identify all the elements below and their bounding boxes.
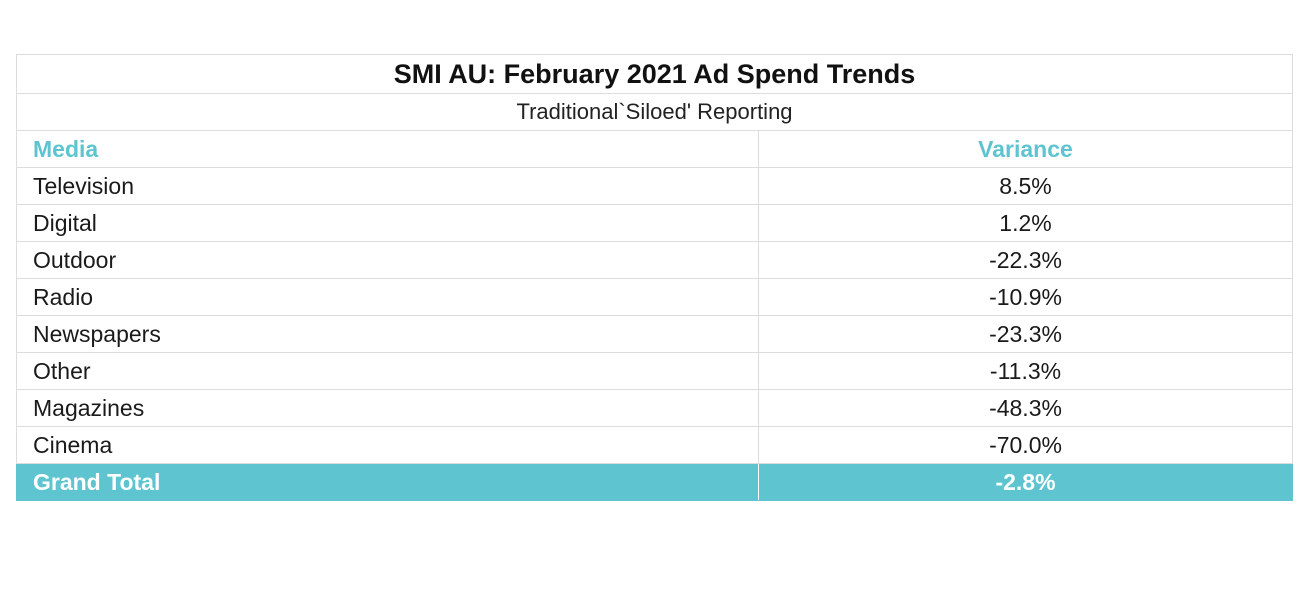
grand-total-label: Grand Total xyxy=(16,463,759,501)
table-row: Other -11.3% xyxy=(16,352,1293,390)
header-variance: Variance xyxy=(758,130,1293,168)
variance-cell: 8.5% xyxy=(758,167,1293,205)
table-title: SMI AU: February 2021 Ad Spend Trends xyxy=(16,54,1293,94)
media-cell: Outdoor xyxy=(16,241,759,279)
ad-spend-table: SMI AU: February 2021 Ad Spend Trends Tr… xyxy=(16,54,1293,501)
variance-cell: -22.3% xyxy=(758,241,1293,279)
media-cell: Television xyxy=(16,167,759,205)
grand-total-variance: -2.8% xyxy=(758,463,1293,501)
table-row: Digital 1.2% xyxy=(16,204,1293,242)
title-row: SMI AU: February 2021 Ad Spend Trends xyxy=(16,54,1293,94)
media-cell: Newspapers xyxy=(16,315,759,353)
grand-total-row: Grand Total -2.8% xyxy=(16,463,1293,501)
media-cell: Radio xyxy=(16,278,759,316)
variance-cell: -11.3% xyxy=(758,352,1293,390)
media-cell: Cinema xyxy=(16,426,759,464)
variance-cell: -48.3% xyxy=(758,389,1293,427)
table-row: Magazines -48.3% xyxy=(16,389,1293,427)
media-cell: Magazines xyxy=(16,389,759,427)
media-cell: Other xyxy=(16,352,759,390)
variance-cell: -23.3% xyxy=(758,315,1293,353)
variance-cell: -10.9% xyxy=(758,278,1293,316)
table-subtitle: Traditional`Siloed' Reporting xyxy=(16,93,1293,131)
table-row: Television 8.5% xyxy=(16,167,1293,205)
media-cell: Digital xyxy=(16,204,759,242)
header-media: Media xyxy=(16,130,759,168)
subtitle-row: Traditional`Siloed' Reporting xyxy=(16,93,1293,131)
header-row: Media Variance xyxy=(16,130,1293,168)
table-row: Newspapers -23.3% xyxy=(16,315,1293,353)
variance-cell: 1.2% xyxy=(758,204,1293,242)
variance-cell: -70.0% xyxy=(758,426,1293,464)
table-row: Radio -10.9% xyxy=(16,278,1293,316)
table-row: Cinema -70.0% xyxy=(16,426,1293,464)
table-row: Outdoor -22.3% xyxy=(16,241,1293,279)
